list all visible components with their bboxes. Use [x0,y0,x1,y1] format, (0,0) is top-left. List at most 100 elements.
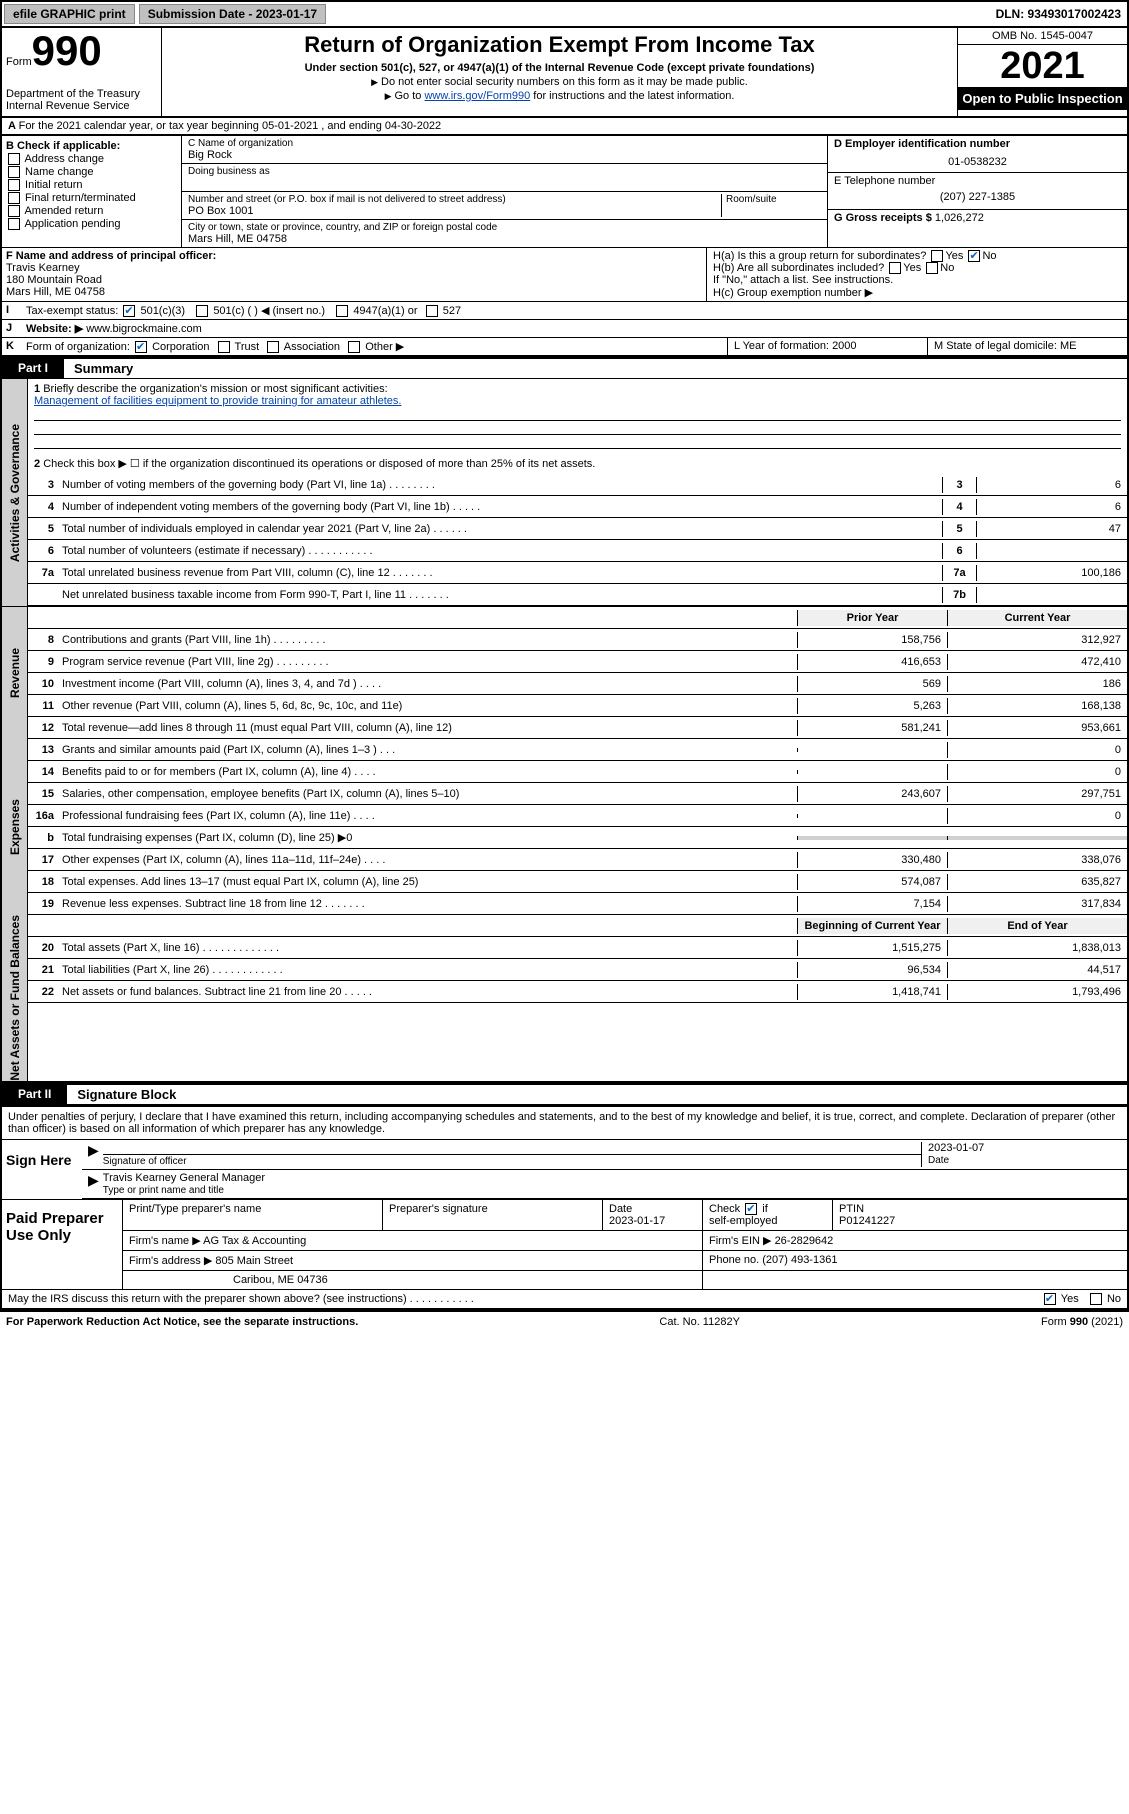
signature-block: Under penalties of perjury, I declare th… [0,1105,1129,1311]
line-row: 6Total number of volunteers (estimate if… [28,540,1127,562]
applicable-checkbox[interactable] [8,153,20,165]
line-row: 9Program service revenue (Part VIII, lin… [28,651,1127,673]
527-checkbox[interactable] [426,305,438,317]
line-row: 18Total expenses. Add lines 13–17 (must … [28,871,1127,893]
form990-link[interactable]: www.irs.gov/Form990 [424,90,530,102]
dln-value: DLN: 93493017002423 [990,5,1127,23]
line-row: Net unrelated business taxable income fr… [28,584,1127,606]
street-address: PO Box 1001 [188,205,721,217]
department: Department of the Treasury Internal Reve… [6,88,166,112]
arrow-icon: ▶ [88,1142,99,1167]
trust-checkbox[interactable] [218,341,230,353]
line-row: 19Revenue less expenses. Subtract line 1… [28,893,1127,915]
revenue-section: Revenue Prior Year Current Year 8Contrib… [0,606,1129,739]
mission-block: 1 Briefly describe the organization's mi… [28,379,1127,453]
header-right: OMB No. 1545-0047 2021 Open to Public In… [957,28,1127,116]
efile-button[interactable]: efile GRAPHIC print [4,4,135,24]
entity-grid: B Check if applicable: Address change Na… [0,136,1129,248]
line-row: 14Benefits paid to or for members (Part … [28,761,1127,783]
paid-preparer-label: Paid Preparer Use Only [2,1200,122,1289]
header-center: Return of Organization Exempt From Incom… [162,28,957,116]
sig-date: 2023-01-07 [928,1142,984,1154]
applicable-checkbox[interactable] [8,166,20,178]
ssn-note: Do not enter social security numbers on … [172,76,947,88]
line-row: 15Salaries, other compensation, employee… [28,783,1127,805]
governance-tab: Activities & Governance [8,424,22,562]
expenses-section: Expenses 13Grants and similar amounts pa… [0,739,1129,915]
501c-checkbox[interactable] [196,305,208,317]
section-c: C Name of organizationBig Rock Doing bus… [182,136,827,247]
form-id-block: Form990 Department of the Treasury Inter… [2,28,162,116]
row-a-tax-year: A For the 2021 calendar year, or tax yea… [0,118,1129,136]
state-domicile: ME [1060,340,1077,352]
year-formation: 2000 [832,340,856,352]
line-row: 22Net assets or fund balances. Subtract … [28,981,1127,1003]
501c3-checkbox[interactable] [123,305,135,317]
firm-name: AG Tax & Accounting [203,1235,306,1247]
applicable-checkbox[interactable] [8,218,20,230]
section-b: B Check if applicable: Address change Na… [2,136,182,247]
row-j: J Website: ▶ www.bigrockmaine.com [0,320,1129,338]
corp-checkbox[interactable] [135,341,147,353]
form-subtitle: Under section 501(c), 527, or 4947(a)(1)… [172,62,947,74]
form-number: 990 [32,27,102,74]
line-row: 5Total number of individuals employed in… [28,518,1127,540]
hb-no-checkbox[interactable] [926,262,938,274]
part1-header: Part I Summary [0,357,1129,379]
perjury-declaration: Under penalties of perjury, I declare th… [2,1107,1127,1139]
hb-yes-checkbox[interactable] [889,262,901,274]
section-f-h: F Name and address of principal officer:… [0,248,1129,302]
revenue-tab: Revenue [8,648,22,698]
officer-name: Travis Kearney [6,262,80,274]
discuss-yes-checkbox[interactable] [1044,1293,1056,1305]
inspection-badge: Open to Public Inspection [958,87,1127,110]
applicable-checkbox[interactable] [8,205,20,217]
gross-receipts: 1,026,272 [935,212,984,224]
firm-phone: (207) 493-1361 [762,1254,837,1266]
applicable-checkbox[interactable] [8,192,20,204]
line-row: 10Investment income (Part VIII, column (… [28,673,1127,695]
applicable-checkbox[interactable] [8,179,20,191]
line-row: 3Number of voting members of the governi… [28,474,1127,496]
self-employed-checkbox[interactable] [745,1203,757,1215]
line-row: 16aProfessional fundraising fees (Part I… [28,805,1127,827]
discuss-no-checkbox[interactable] [1090,1293,1102,1305]
line-row: 12Total revenue—add lines 8 through 11 (… [28,717,1127,739]
other-checkbox[interactable] [348,341,360,353]
firm-city: Caribou, ME 04736 [122,1271,702,1289]
top-bar: efile GRAPHIC print Submission Date - 20… [0,0,1129,28]
goto-note: Go to www.irs.gov/Form990 for instructio… [172,90,947,102]
4947-checkbox[interactable] [336,305,348,317]
omb-number: OMB No. 1545-0047 [958,28,1127,45]
arrow-icon: ▶ [88,1172,99,1196]
tax-year: 2021 [958,45,1127,87]
catalog-number: Cat. No. 11282Y [659,1316,740,1328]
ha-yes-checkbox[interactable] [931,250,943,262]
section-de: D Employer identification number01-05382… [827,136,1127,247]
netassets-tab: Net Assets or Fund Balances [8,915,22,1081]
line-row: 4Number of independent voting members of… [28,496,1127,518]
firm-address: 805 Main Street [215,1255,293,1267]
expenses-tab: Expenses [8,799,22,855]
form-prefix: Form [6,56,32,68]
telephone-value: (207) 227-1385 [834,191,1121,203]
city-state-zip: Mars Hill, ME 04758 [188,233,821,245]
firm-ein: 26-2829642 [775,1235,834,1247]
line-row: 17Other expenses (Part IX, column (A), l… [28,849,1127,871]
submission-date-button[interactable]: Submission Date - 2023-01-17 [139,4,326,24]
col-headers-row2: Beginning of Current Year End of Year [28,915,1127,937]
line-row: 20Total assets (Part X, line 16) . . . .… [28,937,1127,959]
officer-printed-name: Travis Kearney General Manager [103,1172,265,1184]
row-i: I Tax-exempt status: 501(c)(3) 501(c) ( … [0,302,1129,320]
ptin-value: P01241227 [839,1215,895,1227]
line-row: 8Contributions and grants (Part VIII, li… [28,629,1127,651]
org-name: Big Rock [188,149,821,161]
ha-no-checkbox[interactable] [968,250,980,262]
part2-header: Part II Signature Block [0,1083,1129,1105]
line-row: 11Other revenue (Part VIII, column (A), … [28,695,1127,717]
row-k: K Form of organization: Corporation Trus… [0,338,1129,357]
assoc-checkbox[interactable] [267,341,279,353]
footer: For Paperwork Reduction Act Notice, see … [0,1311,1129,1332]
governance-section: Activities & Governance 1 Briefly descri… [0,379,1129,606]
col-headers-row: Prior Year Current Year [28,607,1127,629]
